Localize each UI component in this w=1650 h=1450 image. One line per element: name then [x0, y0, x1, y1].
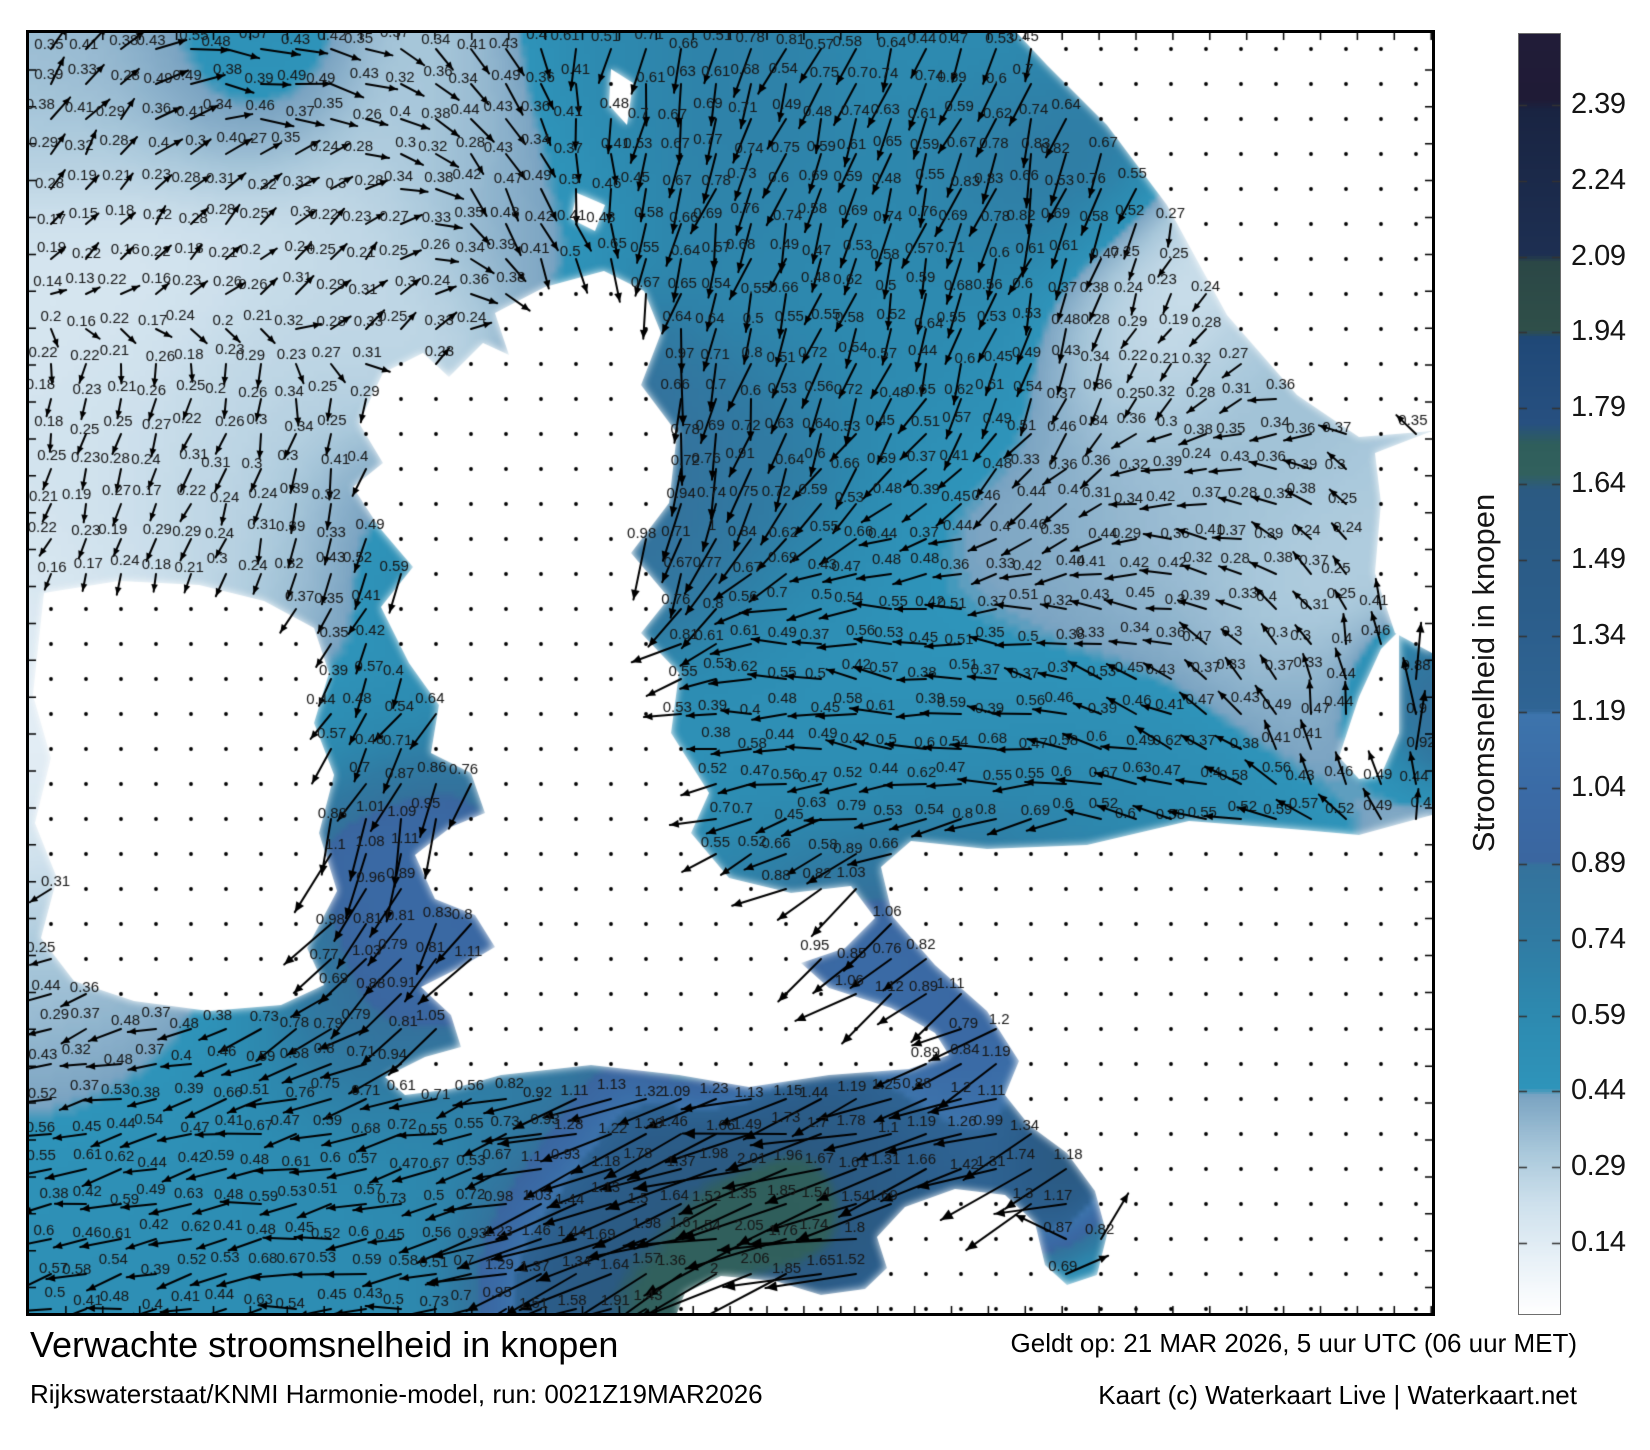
colorbar-tick-label: 1.34 [1571, 619, 1626, 652]
valid-time-caption: Geldt op: 21 MAR 2026, 5 uur UTC (06 uur… [1010, 1328, 1577, 1358]
colorbar [1518, 33, 1561, 1315]
colorbar-tick-label: 1.19 [1571, 694, 1626, 727]
colorbar-tick-label: 0.59 [1571, 998, 1626, 1031]
colorbar-title: Stroomsnelheid in knopen [1466, 493, 1501, 853]
colorbar-tick-label: 1.94 [1571, 315, 1626, 348]
model-run-caption: Rijkswaterstaat/KNMI Harmonie-model, run… [30, 1379, 763, 1409]
colorbar-tick-label: 0.89 [1571, 846, 1626, 879]
colorbar-tick-label: 0.29 [1571, 1150, 1626, 1183]
colorbar-tick-label: 0.44 [1571, 1074, 1626, 1107]
colorbar-tick-label: 2.39 [1571, 87, 1626, 120]
colorbar-tick-label: 2.24 [1571, 163, 1626, 196]
colorbar-tick-label: 0.74 [1571, 922, 1626, 955]
colorbar-tick-label: 1.64 [1571, 467, 1626, 500]
colorbar-tick-label: 1.49 [1571, 543, 1626, 576]
current-speed-map [29, 33, 1432, 1313]
colorbar-tick-label: 1.79 [1571, 391, 1626, 424]
colorbar-tick-label: 1.04 [1571, 770, 1626, 803]
copyright-caption: Kaart (c) Waterkaart Live | Waterkaart.n… [1098, 1380, 1577, 1410]
colorbar-tick-label: 2.09 [1571, 239, 1626, 272]
map-title: Verwachte stroomsnelheid in knopen [30, 1324, 619, 1365]
colorbar-tick-label: 0.14 [1571, 1226, 1626, 1259]
